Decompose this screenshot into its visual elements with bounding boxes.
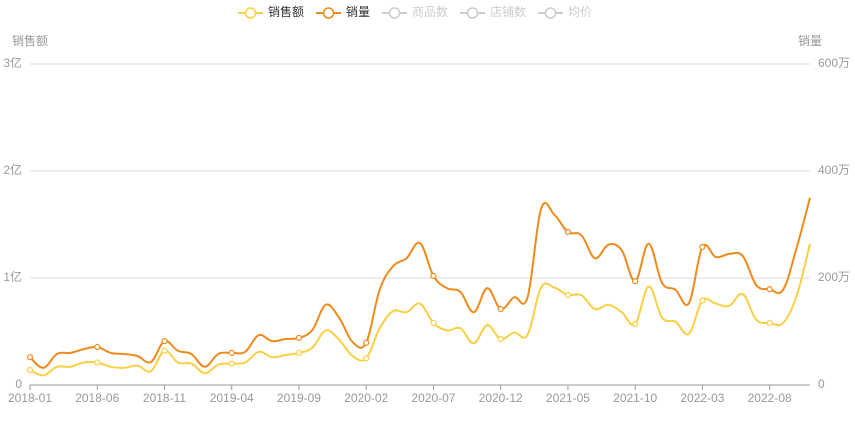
y-tick-label: 2亿: [3, 162, 22, 177]
y-tick-label: 1亿: [3, 269, 22, 284]
x-tick-label: 2019-04: [210, 391, 254, 405]
legend-icon: [244, 7, 257, 19]
y2-tick-label: 0: [818, 377, 825, 391]
x-tick-label: 2018-06: [75, 391, 119, 405]
legend-item: 销量: [316, 5, 370, 19]
x-tick-label: 2022-03: [680, 391, 724, 405]
point: [497, 335, 504, 343]
legend-label: 销量: [346, 5, 370, 19]
y-tick-label: 3亿: [3, 55, 22, 70]
legend-label: 均价: [568, 5, 592, 19]
legend-icon: [466, 7, 479, 19]
point: [228, 360, 235, 367]
point: [161, 347, 168, 354]
y-axis-title: 销售额: [12, 33, 48, 48]
point: [564, 292, 572, 299]
point: [430, 319, 437, 327]
point: [766, 319, 773, 327]
point: [699, 297, 706, 304]
point: [363, 339, 370, 346]
legend-label: 商品数: [412, 4, 448, 19]
point: [26, 366, 34, 374]
point: [94, 359, 101, 366]
x-tick-label: 2019-09: [277, 391, 321, 405]
x-tick-label: 2018-11: [143, 391, 186, 405]
legend-item: 店铺数: [460, 4, 526, 19]
y-tick-label: 0: [15, 377, 22, 391]
y2-axis-title: 销量: [798, 34, 822, 48]
legend-icon: [544, 7, 557, 19]
point: [632, 320, 639, 328]
x-tick-label: 2022-08: [748, 391, 792, 405]
point: [228, 349, 235, 356]
point: [497, 305, 504, 313]
legend-icon: [388, 7, 401, 19]
point: [363, 355, 370, 362]
y2-tick-label: 400万: [818, 163, 850, 177]
point: [632, 278, 639, 285]
legend-label: 销售额: [268, 4, 304, 19]
x-tick-label: 2020-02: [344, 391, 388, 405]
legend-label: 店铺数: [490, 4, 526, 19]
y2-tick-label: 200万: [818, 270, 850, 284]
point: [161, 338, 168, 345]
point: [295, 349, 303, 356]
point: [295, 334, 303, 342]
legend-item: 销售额: [238, 4, 304, 19]
series-line: [29, 197, 811, 369]
point: [26, 354, 34, 361]
point: [430, 272, 437, 279]
x-tick-label: 2020-12: [479, 391, 523, 405]
legend-item: 均价: [538, 5, 592, 19]
legend-icon: [322, 7, 335, 19]
x-tick-label: 2018-01: [8, 391, 52, 405]
legend-item: 商品数: [382, 4, 448, 19]
point: [94, 343, 101, 351]
x-tick-label: 2021-10: [613, 391, 657, 405]
point: [564, 228, 572, 236]
point: [766, 286, 773, 293]
point: [699, 243, 706, 251]
y2-tick-label: 600万: [818, 56, 850, 70]
series-line: [29, 243, 811, 377]
x-tick-label: 2021-05: [546, 391, 590, 405]
x-tick-label: 2020-07: [411, 391, 455, 405]
